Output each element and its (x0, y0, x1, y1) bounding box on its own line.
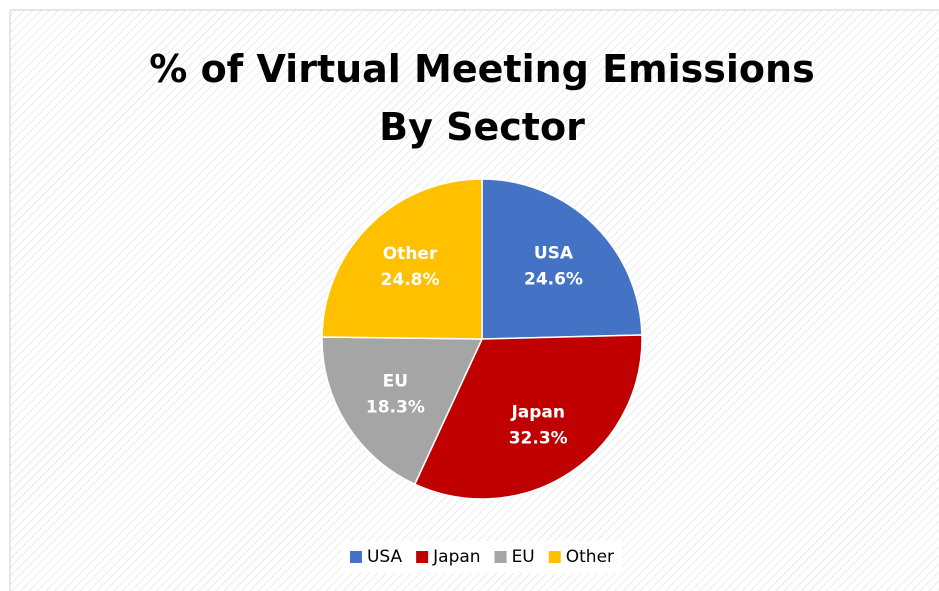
legend-label: Japan (432, 547, 480, 567)
data-label-category: USA (534, 244, 574, 264)
data-label-value: 32.3% (509, 429, 568, 449)
legend-label: USA (367, 547, 403, 567)
pie-slice (481, 178, 643, 340)
legend: USA Japan EU Other (349, 547, 614, 567)
data-label-category: Japan (510, 403, 565, 423)
legend-label: EU (512, 547, 535, 567)
data-label-value: 24.8% (381, 270, 440, 290)
legend-swatch (349, 551, 362, 563)
pie-slice (413, 334, 643, 500)
data-label-value: 18.3% (366, 398, 425, 418)
legend-background (341, 541, 623, 573)
legend-swatch (494, 551, 507, 563)
legend-swatch (548, 551, 561, 563)
pie-slice (321, 178, 483, 340)
chart-title: % of Virtual Meeting Emissions By Sector (149, 47, 815, 149)
data-label-value: 24.6% (524, 270, 583, 290)
legend-swatch (416, 551, 429, 563)
pie-slice (321, 336, 484, 486)
legend-label: Other (566, 547, 614, 567)
data-label-category: EU (383, 372, 408, 392)
data-label-category: Other (383, 244, 438, 264)
